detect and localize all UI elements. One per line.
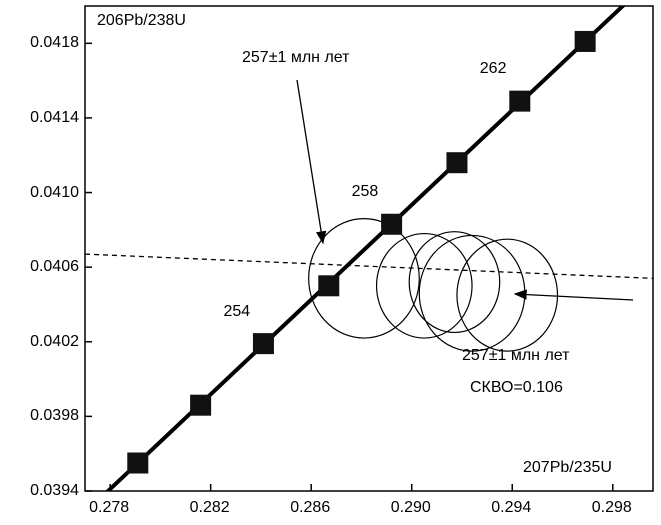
age-label: 258 [351,183,379,201]
y-tick-label: 0.0406 [30,258,79,276]
concordia-age-markers [127,30,596,474]
x-tick-label: 0.290 [390,499,431,516]
y-tick-label: 0.0398 [30,407,79,425]
age-label: 262 [479,60,507,78]
annotation-arrow-right [513,289,634,301]
plot-frame [84,5,654,492]
discordia-line [85,253,653,279]
concordia-age-marker [127,452,149,474]
concordia-age-marker [252,333,274,355]
x-tick-label: 0.298 [591,499,632,516]
error-ellipse [375,232,473,339]
y-axis-ticks [85,42,92,492]
y-tick-label: 0.0394 [30,482,79,499]
annotation-mswd: СКВО=0.106 [470,379,563,396]
error-ellipse [308,218,420,339]
x-tick-label: 0.294 [491,499,532,516]
error-ellipses [308,218,559,352]
x-axis-label: 207Pb/235U [523,459,612,476]
x-tick-label: 0.282 [189,499,230,516]
x-tick-label: 0.286 [290,499,331,516]
concordia-age-marker [318,275,340,297]
concordia-age-marker [446,152,468,174]
age-label: 254 [223,302,251,320]
annotation-arrow-upper [296,79,327,245]
error-ellipse [408,231,501,334]
y-tick-label: 0.0418 [30,34,79,52]
y-tick-label: 0.0402 [30,332,79,350]
annotation-age-right: 257±1 млн лет [462,347,570,364]
x-axis-ticks [109,484,614,491]
concordia-age-marker [381,213,403,235]
concordia-age-marker [574,30,596,52]
error-ellipse [456,238,559,352]
concordia-age-marker [190,394,212,416]
y-tick-label: 0.0414 [30,108,79,126]
y-tick-label: 0.0410 [30,183,79,201]
concordia-age-marker [509,90,531,112]
x-tick-label: 0.278 [89,499,130,516]
y-axis-label: 206Pb/238U [97,12,186,29]
annotation-age-upper: 257±1 млн лет [242,49,350,66]
concordia-curve [105,6,626,491]
